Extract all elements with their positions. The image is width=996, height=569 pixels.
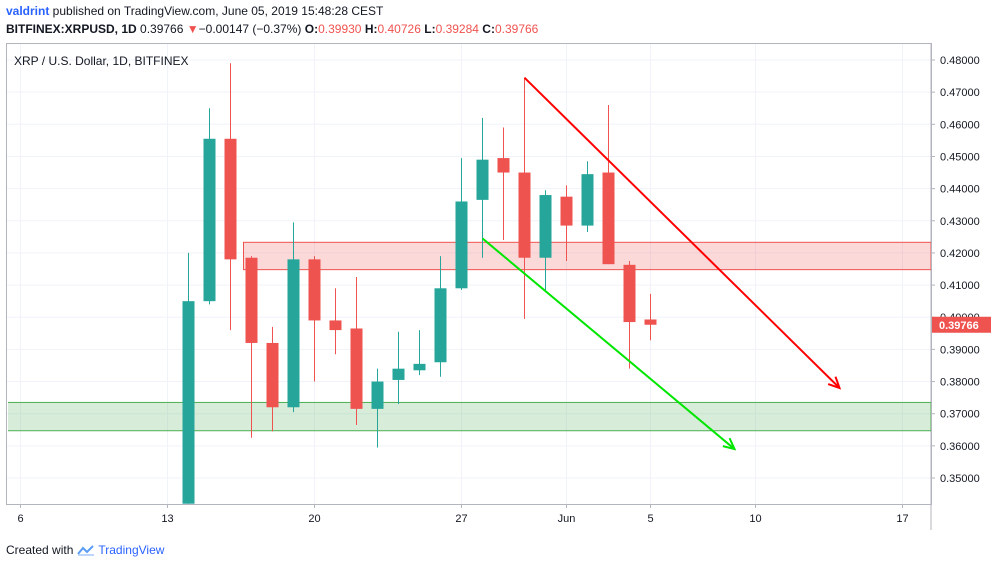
green-trend-arrow <box>481 237 736 450</box>
open-value: 0.39930 <box>318 22 362 36</box>
price-tick-label: 0.35000 <box>940 473 980 485</box>
time-tick-label: 17 <box>896 513 908 525</box>
time-tick-label: 10 <box>749 513 761 525</box>
price-tick-label: 0.36000 <box>940 441 980 453</box>
symbol: BITFINEX:XRPUSD, 1D <box>6 22 137 36</box>
candle-down <box>350 328 363 409</box>
change-value: −0.00147 (−0.37%) <box>198 22 302 36</box>
candle-up <box>392 368 405 380</box>
candle-down <box>266 342 279 408</box>
tradingview-brand-link[interactable]: TradingView <box>98 543 165 557</box>
candle-down <box>224 138 237 260</box>
candle-down <box>560 196 573 226</box>
candle-up <box>371 381 384 409</box>
time-tick-label: 13 <box>161 513 173 525</box>
price-tick-label: 0.39000 <box>940 344 980 356</box>
author-link[interactable]: valdrint <box>6 4 50 18</box>
red-trend-arrow-head <box>827 376 842 390</box>
tradingview-logo-icon <box>77 545 95 556</box>
time-tick-label: Jun <box>558 513 576 525</box>
candle-up <box>203 138 216 302</box>
price-tick-label: 0.42000 <box>940 248 980 260</box>
candle-down <box>308 259 321 321</box>
publish-line: valdrint published on TradingView.com, J… <box>6 4 383 18</box>
candle-up <box>413 363 426 371</box>
green-trend-arrow-head <box>722 437 737 451</box>
price-tick-label: 0.43000 <box>940 216 980 228</box>
candle-down <box>623 264 636 323</box>
down-triangle-icon: ▼ <box>186 22 199 36</box>
price-tick-label: 0.37000 <box>940 409 980 421</box>
plot-layer <box>8 63 931 504</box>
candle-up <box>581 174 594 226</box>
footer: Created with TradingView <box>6 543 164 557</box>
candle-down <box>644 319 657 325</box>
high-label: H: <box>364 22 378 36</box>
ohlc-line: BITFINEX:XRPUSD, 1D 0.39766 ▼−0.00147 (−… <box>6 22 538 36</box>
time-tick-label: 20 <box>308 513 320 525</box>
price-tick-label: 0.47000 <box>940 87 980 99</box>
close-label: C: <box>482 22 495 36</box>
red-trend-arrow <box>523 76 841 389</box>
candle-up <box>434 288 447 363</box>
close-value: 0.39766 <box>494 22 539 36</box>
time-tick-label: 6 <box>17 513 23 525</box>
low-value: 0.39284 <box>435 22 479 36</box>
pane-title: XRP / U.S. Dollar, 1D, BITFINEX <box>14 54 189 68</box>
last-price-tag <box>932 316 991 333</box>
candle-up <box>182 301 195 504</box>
price-tick-label: 0.38000 <box>940 377 980 389</box>
candle-down <box>518 172 531 258</box>
last-price: 0.39766 <box>140 22 184 36</box>
high-value: 0.40726 <box>377 22 421 36</box>
resistance-zone <box>243 241 931 271</box>
open-label: O: <box>304 22 319 36</box>
candle-up <box>455 201 468 289</box>
price-tick-label: 0.41000 <box>940 280 980 292</box>
time-tick-label: 27 <box>455 513 467 525</box>
last-price-tag-label: 0.39766 <box>939 320 979 332</box>
candle-down <box>245 257 258 343</box>
price-tick-label: 0.44000 <box>940 184 980 196</box>
published-text: published on TradingView.com, June 05, 2… <box>49 4 384 18</box>
candle-down <box>329 320 342 331</box>
candle-up <box>287 259 300 408</box>
candle-up <box>476 159 489 200</box>
support-zone <box>8 401 931 432</box>
candle-down <box>602 172 615 265</box>
candle-up <box>539 195 552 258</box>
time-tick-label: 5 <box>647 513 653 525</box>
price-tick-label: 0.48000 <box>940 55 980 67</box>
low-label: L: <box>424 22 436 36</box>
price-tick-label: 0.45000 <box>940 151 980 163</box>
candle-down <box>497 158 510 173</box>
price-tick-label: 0.46000 <box>940 119 980 131</box>
created-with-text: Created with <box>6 543 74 557</box>
